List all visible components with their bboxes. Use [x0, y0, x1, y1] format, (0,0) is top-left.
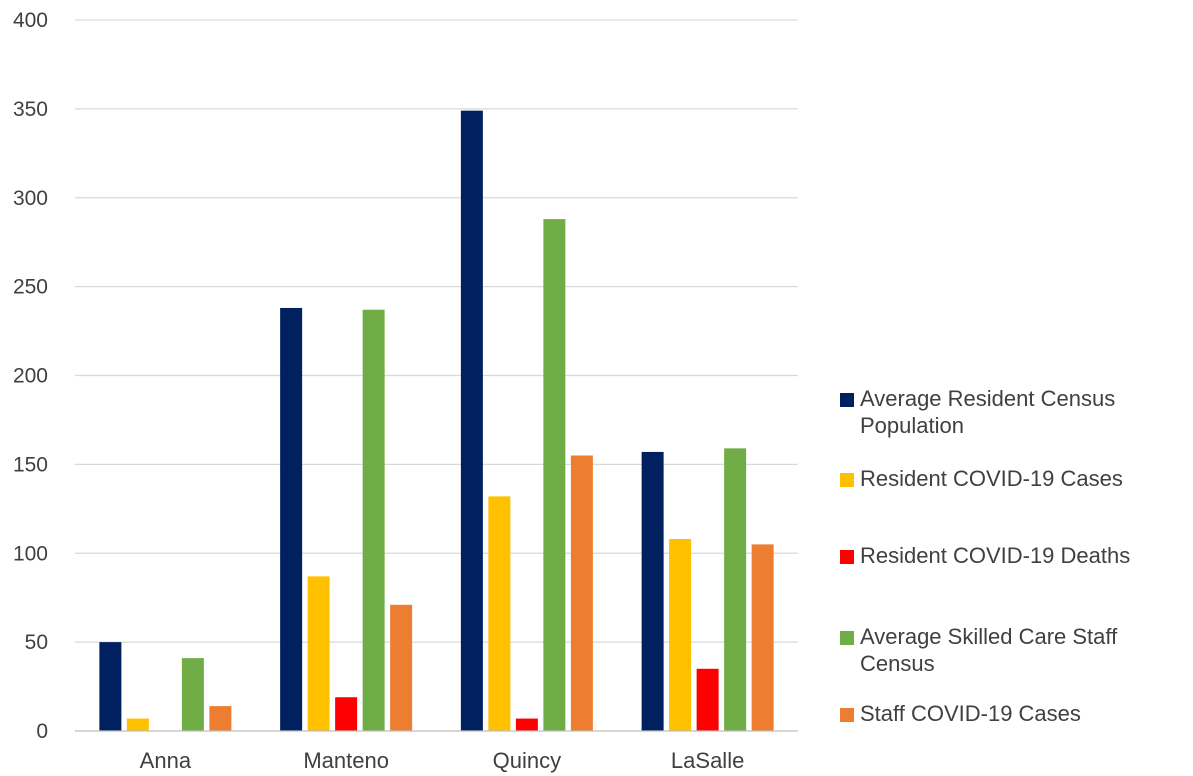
y-tick-label: 0	[36, 720, 48, 743]
gridlines	[75, 19, 798, 643]
bar	[751, 544, 774, 731]
legend-item-avg-resident-census: Average Resident Census Population	[840, 385, 1190, 439]
bar	[696, 668, 719, 731]
bar	[362, 309, 385, 731]
legend-swatch	[840, 708, 854, 722]
legend-swatch	[840, 631, 854, 645]
legend-item-staff-cases: Staff COVID-19 Cases	[840, 700, 1190, 727]
bar	[335, 697, 358, 731]
x-category-label: Anna	[140, 748, 192, 773]
x-category-label: Manteno	[303, 748, 389, 773]
legend-swatch	[840, 393, 854, 407]
y-tick-label: 350	[13, 98, 48, 121]
bar-chart: 0 50 100 150 200 250 300 350 400 Anna Manteno Quin…	[13, 9, 798, 773]
bar	[460, 110, 483, 732]
legend-swatch	[840, 473, 854, 487]
legend-item-avg-staff-census: Average Skilled Care Staff Census	[840, 623, 1190, 677]
bar	[570, 455, 593, 731]
y-axis-tick-labels: 0 50 100 150 200 250 300 350 400	[13, 9, 48, 743]
y-tick-label: 300	[13, 187, 48, 210]
bars	[99, 110, 774, 732]
bar	[307, 576, 330, 731]
legend-item-resident-deaths: Resident COVID-19 Deaths	[840, 542, 1190, 569]
bar	[390, 604, 413, 731]
legend-item-resident-cases: Resident COVID-19 Cases	[840, 465, 1190, 492]
bar	[641, 451, 664, 731]
legend-label: Resident COVID-19 Cases	[860, 466, 1123, 491]
y-tick-label: 50	[25, 631, 48, 654]
bar	[99, 642, 122, 731]
bar	[209, 706, 232, 731]
bar	[181, 658, 204, 731]
x-category-label: Quincy	[493, 748, 561, 773]
bar	[543, 219, 566, 731]
legend-swatch	[840, 550, 854, 564]
x-category-label: LaSalle	[671, 748, 744, 773]
y-tick-label: 200	[13, 365, 48, 388]
legend-label: Resident COVID-19 Deaths	[860, 543, 1131, 568]
y-tick-label: 400	[13, 9, 48, 32]
bar	[280, 307, 303, 731]
bar	[515, 718, 538, 731]
y-tick-label: 250	[13, 276, 48, 299]
bar	[724, 448, 747, 731]
x-axis-category-labels: Anna Manteno Quincy LaSalle	[140, 748, 745, 773]
legend-label: Staff COVID-19 Cases	[860, 701, 1081, 726]
y-tick-label: 100	[13, 542, 48, 565]
y-tick-label: 150	[13, 453, 48, 476]
bar	[669, 539, 692, 731]
legend-label: Average Resident Census Population	[860, 386, 1116, 438]
bar	[488, 496, 511, 731]
bar	[126, 718, 149, 731]
legend-label: Average Skilled Care Staff Census	[860, 624, 1118, 676]
